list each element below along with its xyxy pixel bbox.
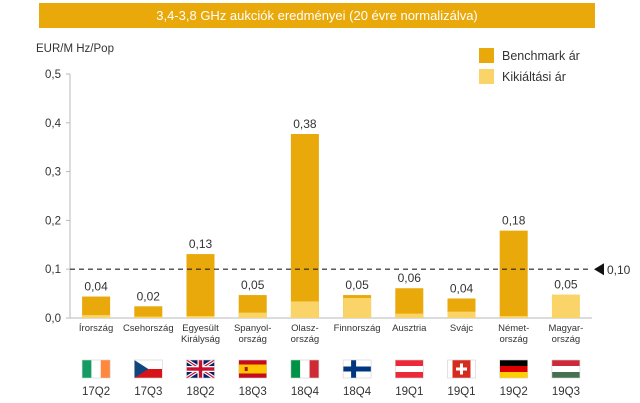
bar-benchmark	[238, 295, 267, 318]
x-tick-label: Írország	[79, 323, 113, 334]
bars: 0,04 0,02 0,13 0,05 0,38 0,05 0,06 0,04 0,18 0,05	[82, 117, 580, 318]
spain-flag	[238, 359, 267, 379]
legend-swatch	[479, 48, 494, 63]
x-tick-label: Spanyol-	[234, 323, 272, 334]
x-tick-label: Finnország	[334, 323, 381, 334]
x-tick-label: Egyesült	[182, 323, 219, 334]
x-tick-label: Olasz-	[291, 323, 318, 334]
bar-kikialtasi	[395, 313, 424, 318]
x-tick-label: Német-	[498, 323, 529, 334]
x-tick-label: Királyság	[181, 334, 220, 345]
reference-line-group: 0,10	[70, 263, 631, 277]
legend-label: Kikiáltási ár	[502, 70, 566, 84]
quarter-label: 19Q1	[395, 386, 423, 398]
bar-benchmark	[134, 306, 163, 318]
austria-flag	[394, 359, 424, 379]
x-tick-label: Ausztria	[392, 323, 427, 334]
quarter-label: 17Q2	[82, 386, 110, 398]
bar-kikialtasi	[134, 316, 163, 318]
ireland-flag	[81, 359, 111, 379]
y-axis-label: EUR/M Hz/Pop	[36, 43, 114, 55]
y-tick-label: 0,5	[45, 69, 61, 81]
bar-kikialtasi	[290, 301, 319, 318]
bar-value-label: 0,04	[84, 280, 108, 294]
bar-value-label: 0,05	[345, 278, 369, 292]
bar-value-label: 0,04	[450, 281, 474, 295]
bar-value-label: 0,18	[502, 214, 526, 228]
bar-kikialtasi	[499, 316, 528, 318]
bar-kikialtasi	[238, 312, 267, 318]
bar-kikialtasi	[551, 294, 580, 318]
x-tick-label: ország	[499, 334, 528, 345]
y-tick-label: 0,3	[45, 167, 61, 179]
bar-value-label: 0,02	[137, 289, 161, 303]
bar-value-label: 0,06	[398, 271, 422, 285]
bar-kikialtasi	[186, 316, 215, 318]
bar-kikialtasi	[447, 311, 476, 318]
quarter-label: 18Q2	[186, 386, 214, 398]
x-tick-label: ország	[238, 334, 267, 345]
x-tick-label: Svájc	[450, 323, 473, 334]
italy-flag	[290, 359, 320, 379]
y-tick-label: 0,2	[45, 215, 61, 227]
flags	[81, 358, 581, 380]
chart-title: 3,4-3,8 GHz aukciók eredményei (20 évre …	[39, 3, 595, 28]
bar-kikialtasi	[82, 315, 111, 318]
bar-benchmark	[499, 230, 528, 318]
bar-kikialtasi	[343, 297, 372, 318]
y-tick-label: 0,0	[45, 313, 61, 325]
czech-flag	[134, 359, 163, 379]
legend: Benchmark ár Kikiáltási ár	[479, 48, 580, 84]
quarter-label: 19Q2	[500, 386, 528, 398]
uk-flag	[185, 358, 216, 380]
bar-value-label: 0,38	[293, 117, 317, 131]
reference-line-label: 0,10	[607, 263, 631, 277]
switzerland-flag	[447, 359, 476, 379]
quarter-label: 19Q3	[552, 386, 580, 398]
bar-benchmark	[290, 134, 319, 318]
y-tick-label: 0,4	[45, 118, 62, 130]
bar-value-label: 0,05	[241, 278, 265, 292]
bar-benchmark	[395, 288, 424, 318]
finland-flag	[342, 359, 372, 379]
quarter-label: 18Q3	[239, 386, 267, 398]
bar-benchmark	[186, 254, 215, 318]
legend-swatch	[479, 69, 494, 84]
germany-flag	[499, 359, 529, 379]
legend-label: Benchmark ár	[502, 49, 580, 63]
x-tick-label: ország	[552, 334, 581, 345]
x-axis-labels: Írország 17Q2 Csehország 17Q3 EgyesültKirály…	[79, 323, 583, 398]
quarter-label: 18Q4	[291, 386, 320, 398]
bar-value-label: 0,05	[554, 278, 578, 292]
x-tick-label: Magyar-	[548, 323, 583, 334]
reference-arrow-icon	[594, 263, 604, 276]
quarter-label: 19Q1	[447, 386, 475, 398]
quarter-label: 17Q3	[134, 386, 162, 398]
bar-value-label: 0,13	[189, 237, 213, 251]
quarter-label: 18Q4	[343, 386, 372, 398]
x-tick-label: Csehország	[123, 323, 174, 334]
y-tick-label: 0,1	[45, 264, 61, 276]
x-tick-label: ország	[291, 334, 320, 345]
hungary-flag	[551, 359, 581, 379]
bar-benchmark	[82, 296, 111, 318]
